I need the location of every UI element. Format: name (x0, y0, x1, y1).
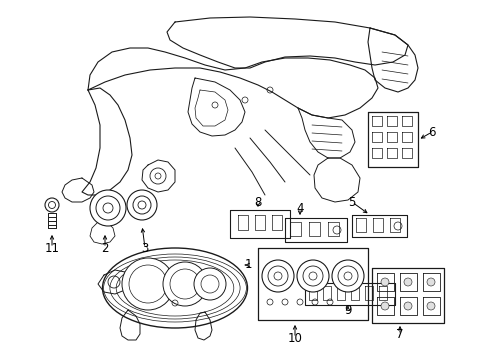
Polygon shape (120, 310, 140, 340)
Circle shape (403, 278, 411, 286)
Circle shape (267, 266, 287, 286)
Polygon shape (399, 297, 416, 315)
Circle shape (127, 190, 157, 220)
Circle shape (194, 268, 225, 300)
Circle shape (96, 196, 120, 220)
Text: 5: 5 (347, 195, 355, 208)
Text: 8: 8 (254, 195, 261, 208)
Circle shape (337, 266, 357, 286)
Circle shape (296, 260, 328, 292)
Circle shape (122, 258, 174, 310)
Polygon shape (195, 312, 212, 340)
Polygon shape (88, 48, 377, 118)
Polygon shape (386, 116, 396, 126)
Polygon shape (308, 222, 319, 236)
Circle shape (380, 278, 388, 286)
Text: 1: 1 (244, 258, 251, 271)
Polygon shape (350, 286, 358, 300)
Text: 9: 9 (344, 303, 351, 316)
Polygon shape (376, 273, 393, 291)
Polygon shape (258, 248, 367, 320)
Polygon shape (285, 218, 346, 242)
Polygon shape (142, 160, 175, 192)
Circle shape (403, 302, 411, 310)
Polygon shape (167, 17, 407, 68)
Polygon shape (422, 273, 439, 291)
Polygon shape (386, 132, 396, 142)
Polygon shape (297, 108, 354, 158)
Polygon shape (399, 273, 416, 291)
Circle shape (138, 201, 146, 209)
Polygon shape (98, 270, 128, 294)
Polygon shape (336, 286, 345, 300)
Polygon shape (187, 78, 244, 136)
Polygon shape (386, 148, 396, 158)
Polygon shape (367, 28, 417, 92)
Polygon shape (271, 215, 282, 230)
Text: 6: 6 (427, 126, 435, 139)
Polygon shape (389, 218, 399, 232)
Ellipse shape (102, 248, 247, 328)
Polygon shape (289, 222, 301, 236)
Polygon shape (90, 222, 115, 244)
Polygon shape (323, 286, 330, 300)
Polygon shape (364, 286, 372, 300)
Polygon shape (313, 158, 359, 202)
Polygon shape (371, 132, 381, 142)
Polygon shape (238, 215, 247, 230)
Text: 4: 4 (296, 202, 303, 215)
Circle shape (262, 260, 293, 292)
Circle shape (103, 203, 113, 213)
Circle shape (426, 278, 434, 286)
Polygon shape (401, 132, 411, 142)
Polygon shape (378, 286, 386, 300)
Polygon shape (355, 218, 365, 232)
Text: 7: 7 (395, 328, 403, 342)
Polygon shape (62, 178, 94, 202)
Polygon shape (401, 116, 411, 126)
Polygon shape (254, 215, 264, 230)
Circle shape (163, 262, 206, 306)
Circle shape (303, 266, 323, 286)
Polygon shape (367, 112, 417, 167)
Text: 10: 10 (287, 332, 302, 345)
Polygon shape (327, 222, 338, 236)
Circle shape (331, 260, 363, 292)
Polygon shape (308, 286, 316, 300)
Circle shape (426, 302, 434, 310)
Text: 2: 2 (101, 242, 108, 255)
Polygon shape (305, 283, 394, 305)
Circle shape (380, 302, 388, 310)
Polygon shape (371, 148, 381, 158)
Polygon shape (372, 218, 382, 232)
Polygon shape (195, 90, 227, 126)
Circle shape (45, 198, 59, 212)
Circle shape (133, 196, 151, 214)
Circle shape (90, 190, 126, 226)
Polygon shape (229, 210, 289, 238)
Polygon shape (376, 297, 393, 315)
Polygon shape (371, 268, 443, 323)
Polygon shape (401, 148, 411, 158)
Text: 11: 11 (44, 242, 60, 255)
Text: 3: 3 (141, 242, 148, 255)
Polygon shape (371, 116, 381, 126)
Polygon shape (422, 297, 439, 315)
Polygon shape (351, 215, 406, 237)
Polygon shape (82, 88, 132, 195)
